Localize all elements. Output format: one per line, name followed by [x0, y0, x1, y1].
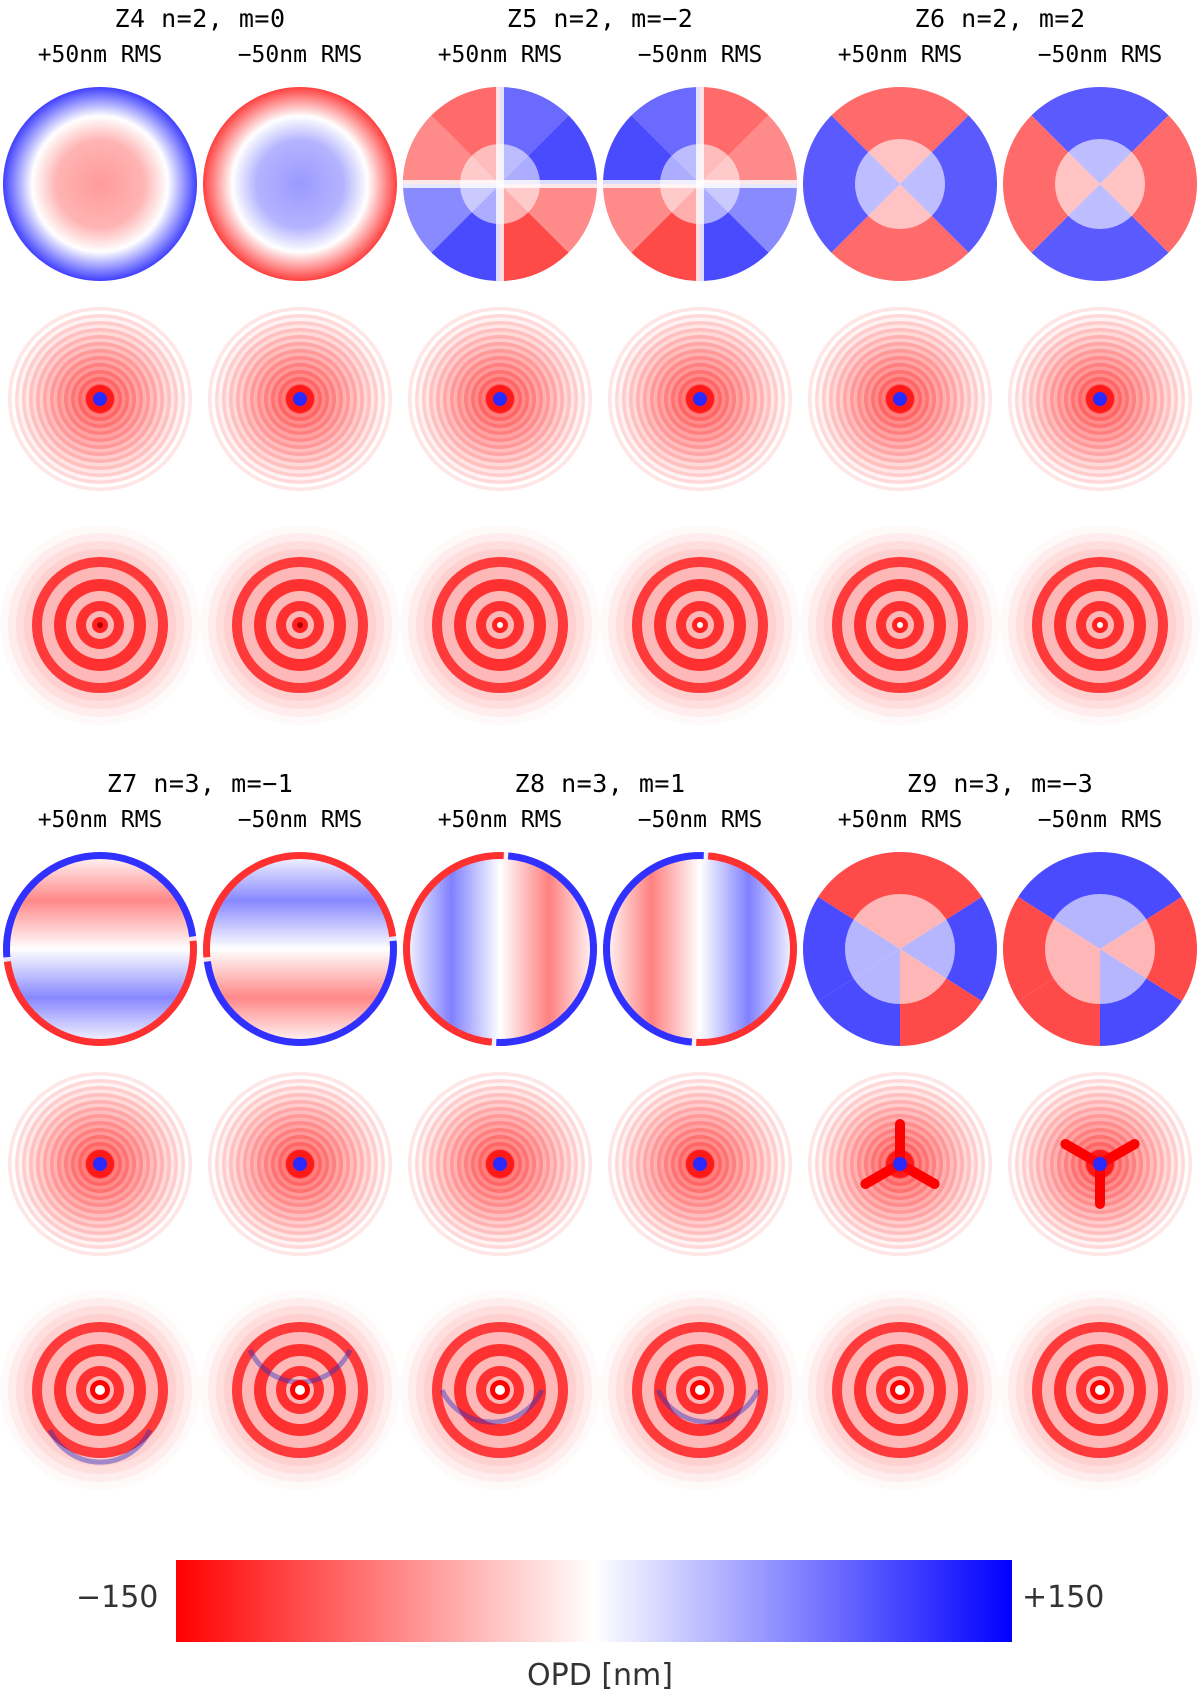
- ring-pattern-z5-plus: [400, 525, 600, 725]
- psf-z7-minus: [208, 1072, 392, 1256]
- psf-z9-minus: [1008, 1072, 1192, 1256]
- group-title-z5: Z5 n=2, m=−2: [506, 4, 694, 33]
- ring-row-bottom: [0, 1290, 1200, 1490]
- ring-pattern-z8-minus: [600, 1290, 800, 1490]
- psf-z6-plus: [808, 307, 992, 491]
- wavefront-z9-plus: [803, 852, 997, 1046]
- psf-z4-minus: [208, 307, 392, 491]
- col-label-z9-plus: +50nm RMS: [837, 807, 963, 833]
- ring-pattern-z9-minus: [1000, 1290, 1200, 1490]
- col-label-z5-plus: +50nm RMS: [437, 42, 563, 68]
- col-label-z6-minus: −50nm RMS: [1037, 42, 1163, 68]
- psf-z4-plus: [8, 307, 192, 491]
- wavefront-z9-minus: [1003, 852, 1197, 1046]
- ring-pattern-z4-plus: [0, 525, 200, 725]
- colorbar-min-label: −150: [76, 1580, 159, 1615]
- col-label-z8-minus: −50nm RMS: [637, 807, 763, 833]
- col-label-z9-minus: −50nm RMS: [1037, 807, 1163, 833]
- ring-pattern-z8-plus: [400, 1290, 600, 1490]
- psf-row-bottom: [8, 1072, 1192, 1256]
- colorbar-max-label: +150: [1022, 1580, 1105, 1615]
- wavefront-z4-minus: [203, 87, 397, 281]
- psf-z6-minus: [1008, 307, 1192, 491]
- group-title-z7: Z7 n=3, m=−1: [106, 769, 294, 798]
- wavefront-z7-minus: [203, 852, 397, 1046]
- psf-z5-minus: [608, 307, 792, 491]
- ring-pattern-z6-plus: [800, 525, 1000, 725]
- wavefront-z8-minus: [603, 852, 797, 1046]
- col-label-z7-plus: +50nm RMS: [37, 807, 163, 833]
- col-label-z5-minus: −50nm RMS: [637, 42, 763, 68]
- colorbar: −150 +150 OPD [nm]: [0, 1540, 1200, 1702]
- wavefront-row-top: [3, 87, 1197, 281]
- ring-row-top: [0, 525, 1200, 725]
- col-label-z4-plus: +50nm RMS: [37, 42, 163, 68]
- ring-pattern-z6-minus: [1000, 525, 1200, 725]
- psf-z7-plus: [8, 1072, 192, 1256]
- col-label-z8-plus: +50nm RMS: [437, 807, 563, 833]
- col-label-z4-minus: −50nm RMS: [237, 42, 363, 68]
- ring-pattern-z7-plus: [0, 1290, 200, 1490]
- psf-z9-plus: [808, 1072, 992, 1256]
- group-title-z9: Z9 n=3, m=−3: [906, 769, 1094, 798]
- ring-pattern-z7-minus: [200, 1290, 400, 1490]
- ring-pattern-z9-plus: [800, 1290, 1000, 1490]
- ring-pattern-z4-minus: [200, 525, 400, 725]
- colorbar-axis-label: OPD [nm]: [527, 1658, 673, 1693]
- group-title-z4: Z4 n=2, m=0: [114, 4, 286, 33]
- group-title-z8: Z8 n=3, m=1: [514, 769, 686, 798]
- wavefront-z8-plus: [403, 852, 597, 1046]
- colorbar-gradient: [176, 1560, 1012, 1642]
- psf-z8-plus: [408, 1072, 592, 1256]
- wavefront-z6-plus: [803, 87, 997, 281]
- psf-row-top: [8, 307, 1192, 491]
- wavefront-z5-minus: [603, 87, 797, 281]
- group-title-z6: Z6 n=2, m=2: [914, 4, 1086, 33]
- wavefront-z5-plus: [403, 87, 597, 281]
- col-label-z6-plus: +50nm RMS: [837, 42, 963, 68]
- psf-z8-minus: [608, 1072, 792, 1256]
- wavefront-z7-plus: [3, 852, 197, 1046]
- psf-z5-plus: [408, 307, 592, 491]
- ring-pattern-z5-minus: [600, 525, 800, 725]
- col-label-z7-minus: −50nm RMS: [237, 807, 363, 833]
- wavefront-z6-minus: [1003, 87, 1197, 281]
- wavefront-row-bottom: [3, 852, 1197, 1046]
- wavefront-z4-plus: [3, 87, 197, 281]
